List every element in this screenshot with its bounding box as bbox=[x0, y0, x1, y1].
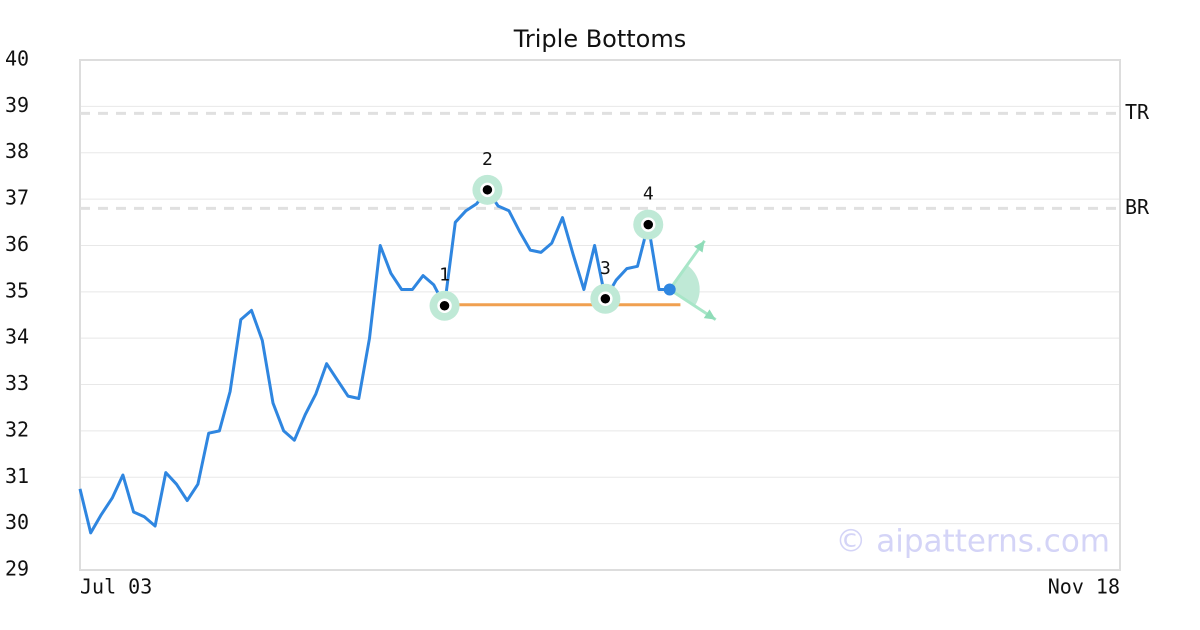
y-tick-label: 37 bbox=[5, 186, 29, 210]
y-tick-label: 39 bbox=[5, 93, 29, 117]
level-label: BR bbox=[1125, 195, 1150, 219]
pattern-label: 3 bbox=[600, 258, 611, 279]
y-tick-label: 31 bbox=[5, 464, 29, 488]
arrow-head bbox=[703, 309, 716, 320]
plot-border bbox=[79, 59, 1121, 571]
y-tick-label: 32 bbox=[5, 417, 29, 441]
pattern-dot bbox=[640, 217, 656, 232]
price-line bbox=[78, 188, 670, 535]
pattern-label: 1 bbox=[439, 265, 450, 286]
pattern-dot bbox=[598, 291, 613, 307]
y-tick-label: 30 bbox=[5, 510, 29, 534]
y-tick-label: 29 bbox=[5, 557, 29, 581]
pattern-dot bbox=[480, 182, 495, 198]
y-tick-label: 34 bbox=[5, 325, 29, 349]
pattern-label: 4 bbox=[643, 184, 654, 205]
y-tick-label: 40 bbox=[5, 47, 29, 71]
pattern-label: 2 bbox=[482, 149, 493, 170]
y-tick-label: 36 bbox=[5, 232, 29, 256]
last-point bbox=[663, 283, 676, 296]
watermark: © aipatterns.com bbox=[835, 524, 1110, 560]
chart-title: Triple Bottoms bbox=[513, 25, 687, 53]
y-tick-label: 33 bbox=[5, 371, 29, 395]
y-tick-label: 38 bbox=[5, 139, 29, 163]
level-label: TR bbox=[1125, 100, 1150, 124]
projection-wedge bbox=[669, 265, 700, 306]
arrow-head bbox=[694, 240, 705, 253]
x-tick-label: Jul 03 bbox=[80, 575, 152, 599]
y-tick-label: 35 bbox=[5, 278, 29, 302]
pattern-dot bbox=[437, 298, 452, 313]
x-tick-label: Nov 18 bbox=[1048, 575, 1120, 599]
